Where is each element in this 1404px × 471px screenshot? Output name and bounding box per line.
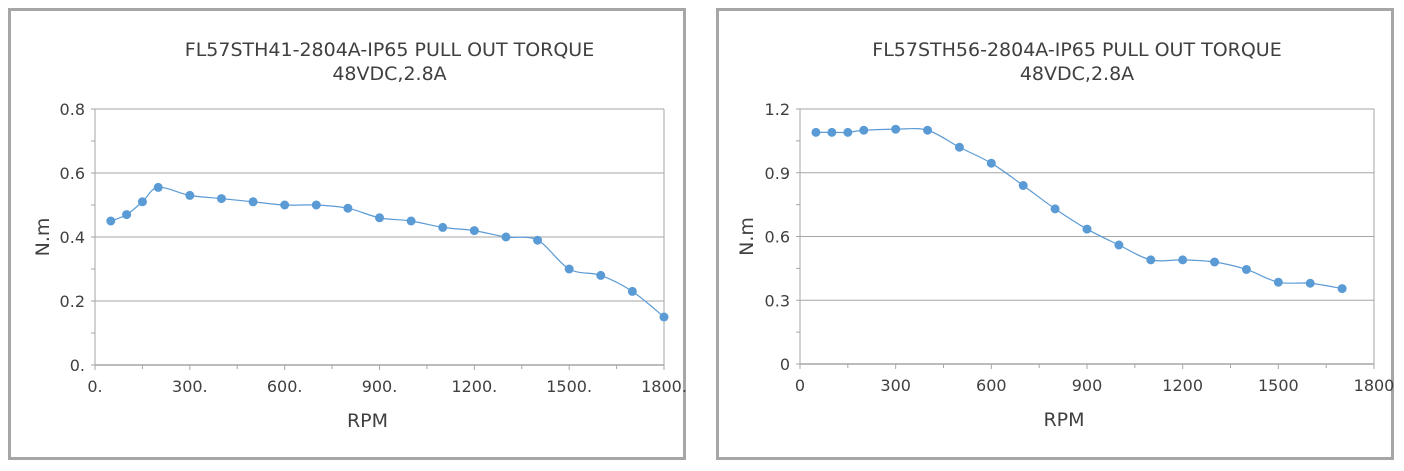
x-axis-label: RPM [1043, 409, 1084, 431]
data-point [811, 127, 821, 137]
chart-panel-right: FL57STH56-2804A-IP65 PULL OUT TORQUE 48VD… [716, 8, 1394, 460]
chart-title: FL57STH41-2804A-IP65 PULL OUT TORQUE [185, 39, 594, 61]
x-tick-label: 300. [172, 377, 208, 396]
torque-chart-fl57sth56: FL57STH56-2804A-IP65 PULL OUT TORQUE48VD… [736, 39, 1395, 431]
data-point [827, 127, 837, 137]
data-point [216, 194, 226, 204]
y-tick-label: 1.2 [765, 100, 790, 119]
x-tick-label: 900. [362, 377, 398, 396]
y-tick-label: 0.2 [60, 292, 85, 311]
chart-title: FL57STH56-2804A-IP65 PULL OUT TORQUE [872, 39, 1281, 61]
y-tick-label: 0 [780, 355, 790, 374]
series-line [110, 186, 665, 318]
data-point [1050, 204, 1060, 214]
chart-subtitle: 48VDC,2.8A [332, 63, 446, 85]
data-point [923, 125, 933, 135]
y-tick-label: 0.4 [60, 228, 85, 247]
data-point [1082, 224, 1092, 234]
y-tick-label: 0.9 [765, 164, 790, 183]
x-axis-label: RPM [347, 410, 388, 432]
x-tick-label: 900 [1072, 376, 1103, 395]
data-point [1178, 255, 1188, 265]
y-tick-label: 0.8 [60, 100, 85, 119]
y-tick-label: 0.6 [60, 164, 85, 183]
x-tick-label: 0 [795, 376, 805, 395]
data-point [859, 125, 869, 135]
data-point [1210, 257, 1220, 267]
data-point [986, 158, 996, 168]
data-point [1337, 284, 1347, 294]
x-tick-label: 1500 [1258, 376, 1299, 395]
data-point [1018, 181, 1028, 190]
data-point [954, 142, 964, 152]
data-point [501, 232, 511, 242]
data-point [627, 286, 637, 296]
x-tick-label: 0. [87, 377, 102, 396]
data-point [438, 222, 448, 232]
data-point [891, 124, 901, 134]
data-point [122, 210, 132, 220]
x-tick-label: 1200 [1162, 376, 1203, 395]
y-axis-label: N.m [736, 217, 758, 256]
data-point [533, 235, 543, 245]
chart-subtitle: 48VDC,2.8A [1020, 63, 1134, 85]
y-tick-label: 0. [70, 356, 85, 375]
x-tick-label: 1800. [641, 377, 687, 396]
data-point [843, 127, 853, 137]
data-point [375, 213, 384, 223]
data-point [564, 264, 574, 274]
data-point [1305, 278, 1315, 288]
x-tick-label: 600 [976, 376, 1007, 395]
data-point [137, 197, 147, 207]
data-point [469, 226, 479, 236]
data-point [406, 216, 416, 226]
torque-chart-fl57sth41: FL57STH41-2804A-IP65 PULL OUT TORQUE48VD… [32, 39, 687, 432]
data-point [343, 203, 353, 213]
y-tick-label: 0.3 [765, 291, 790, 310]
series-line [815, 127, 1343, 290]
data-point [280, 200, 290, 210]
data-point [311, 200, 321, 210]
data-point [659, 312, 669, 322]
data-point [106, 216, 116, 226]
x-tick-label: 1500. [546, 377, 592, 396]
data-point [185, 190, 195, 200]
x-tick-label: 1200. [451, 377, 497, 396]
x-tick-label: 300 [880, 376, 911, 395]
chart-panel-left: FL57STH41-2804A-IP65 PULL OUT TORQUE 48VD… [8, 8, 687, 460]
y-axis-label: N.m [32, 218, 54, 257]
x-tick-label: 1800 [1354, 376, 1395, 395]
y-tick-label: 0.6 [765, 228, 790, 247]
data-point [1146, 255, 1156, 265]
x-tick-label: 600. [267, 377, 303, 396]
data-point [596, 270, 606, 280]
data-point [153, 182, 163, 192]
data-point [1273, 277, 1283, 287]
data-point [1241, 264, 1251, 274]
data-point [1114, 240, 1124, 250]
data-point [248, 197, 258, 207]
